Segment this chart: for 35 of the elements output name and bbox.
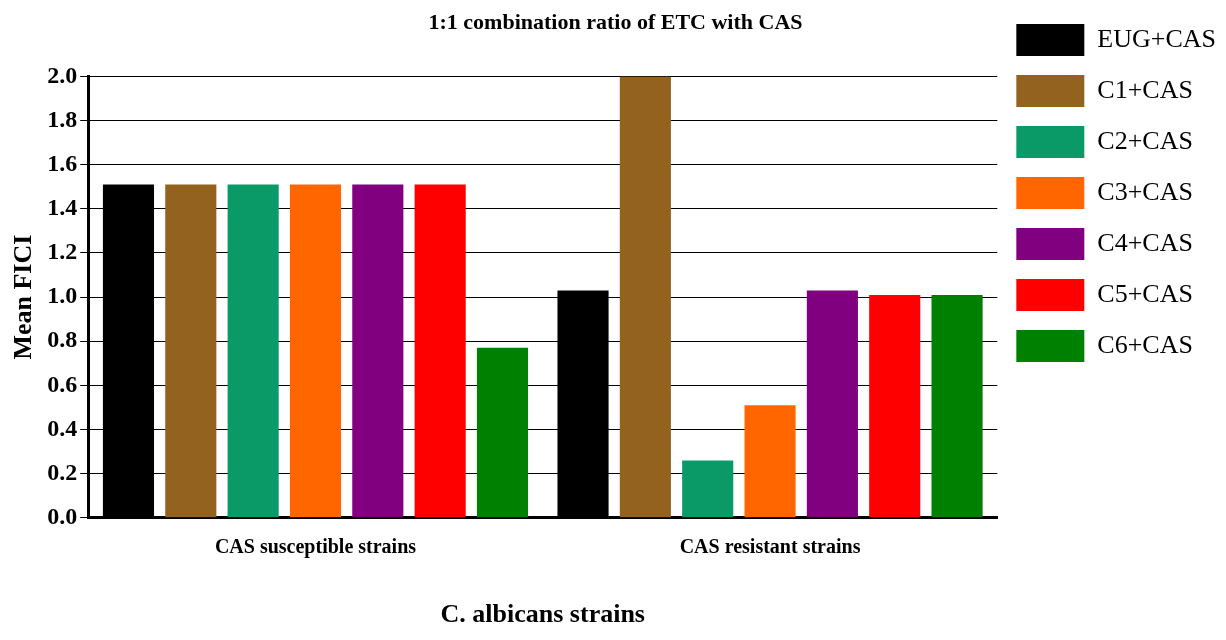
- bar: [682, 460, 734, 518]
- y-tick-label: 1.8: [47, 105, 78, 132]
- legend-label: EUG+CAS: [1097, 23, 1217, 53]
- x-tick-label: CAS resistant strains: [679, 534, 861, 557]
- x-tick-label: CAS susceptible strains: [214, 534, 417, 558]
- y-tick-label: 2.0: [47, 61, 78, 88]
- y-tick-label: 1.0: [47, 282, 78, 309]
- bar: [619, 76, 671, 518]
- y-tick-label: 0.2: [47, 458, 78, 485]
- bar: [227, 184, 279, 518]
- y-tick-label: 1.4: [47, 194, 78, 221]
- y-tick-label: 1.6: [47, 149, 78, 176]
- x-axis-title: C. albicans strains: [440, 599, 645, 629]
- chart-title: 1:1 combination ratio of ETC with CAS: [428, 8, 803, 34]
- y-tick-label: 1.2: [47, 238, 78, 265]
- legend-label: C3+CAS: [1097, 176, 1193, 206]
- y-axis-title: Mean FICI: [8, 234, 38, 360]
- bar: [352, 184, 404, 518]
- bar: [165, 184, 217, 518]
- bar: [414, 184, 466, 518]
- legend-label: C5+CAS: [1097, 278, 1193, 308]
- y-tick-label: 0.0: [47, 503, 78, 529]
- y-tick-label: 0.6: [47, 370, 78, 397]
- y-tick-label: 0.8: [47, 326, 78, 353]
- y-tick-label: 0.4: [47, 414, 78, 441]
- legend-label: C4+CAS: [1097, 227, 1193, 257]
- bar: [744, 405, 796, 518]
- legend-label: C1+CAS: [1097, 74, 1193, 104]
- bar: [289, 184, 342, 518]
- bar: [869, 294, 921, 518]
- bar: [806, 290, 858, 518]
- legend-label: C2+CAS: [1097, 125, 1193, 155]
- legend-label: C6+CAS: [1097, 329, 1193, 359]
- bar: [931, 294, 983, 518]
- bar: [476, 347, 529, 518]
